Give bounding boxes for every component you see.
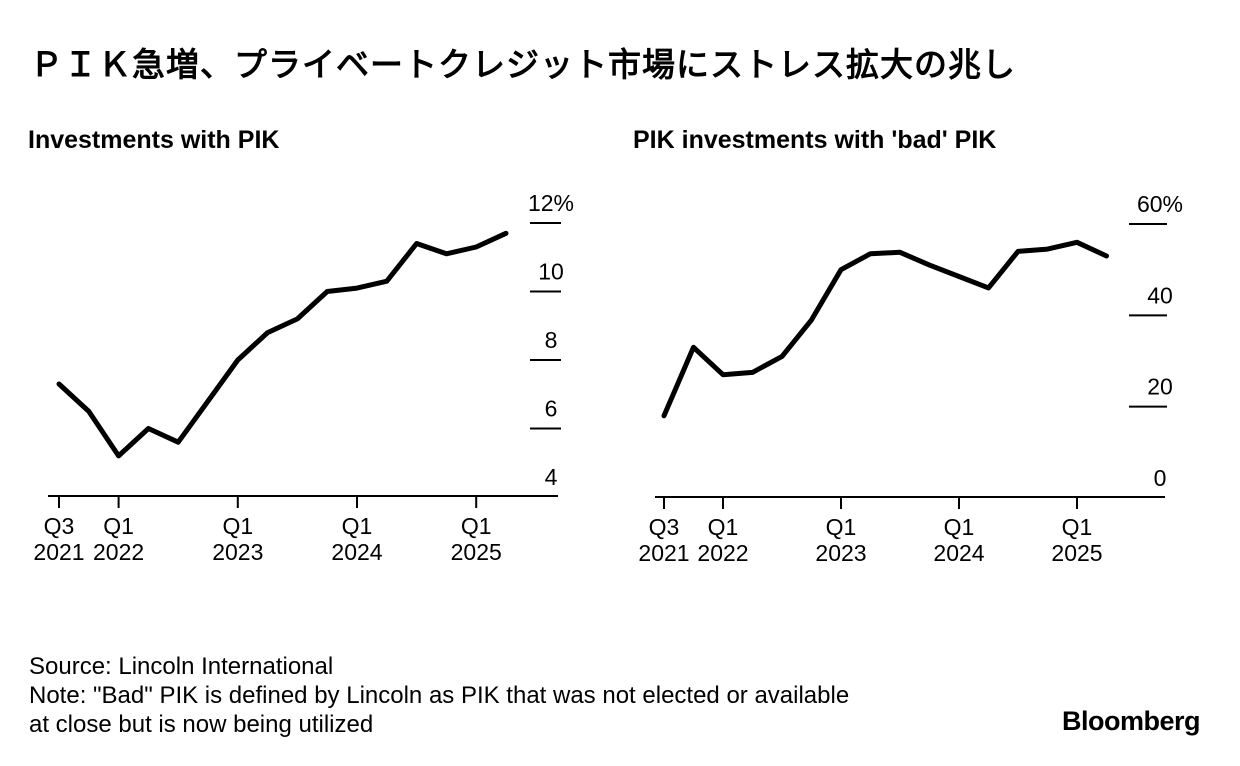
left-x-tick-label-0-line2: 2021 bbox=[33, 539, 84, 565]
source-note: Source: Lincoln International bbox=[29, 653, 334, 680]
right-y-tick-label-2: 20 bbox=[1147, 374, 1173, 400]
left-x-tick-label-1-line1: Q1 bbox=[103, 513, 134, 539]
right-x-tick-label-2-line1: Q1 bbox=[826, 514, 857, 540]
left-x-tick-label-0-line1: Q3 bbox=[44, 513, 75, 539]
left-x-tick-label-1-line2: 2022 bbox=[93, 539, 144, 565]
left-x-tick-label-3-line1: Q1 bbox=[342, 513, 373, 539]
chart-title-left: Investments with PIK bbox=[28, 126, 280, 154]
right-x-tick-label-4-line2: 2025 bbox=[1051, 540, 1102, 566]
bloomberg-logo: Bloomberg bbox=[1061, 706, 1201, 736]
left-y-tick-label-0: 12% bbox=[528, 190, 574, 216]
right-y-tick-label-1: 40 bbox=[1147, 282, 1173, 308]
left-x-tick-label-3-line2: 2024 bbox=[331, 539, 382, 565]
left-y-tick-label-3: 6 bbox=[545, 396, 558, 422]
right-x-tick-label-1-line1: Q1 bbox=[708, 514, 739, 540]
right-x-tick-label-2-line2: 2023 bbox=[815, 540, 866, 566]
footer: Source: Lincoln International Note: "Bad… bbox=[29, 652, 849, 739]
definition-note-line1: Note: "Bad" PIK is defined by Lincoln as… bbox=[29, 682, 850, 709]
left-y-tick-label-2: 8 bbox=[545, 327, 558, 353]
left-y-tick-label-1: 10 bbox=[538, 259, 564, 285]
page-title: ＰＩＫ急増、プライベートクレジット市場にストレス拡大の兆し bbox=[30, 45, 1016, 84]
right-x-tick-label-0-line2: 2021 bbox=[638, 540, 689, 566]
right-y-tick-label-0: 60% bbox=[1137, 191, 1183, 217]
left-x-tick-label-2-line1: Q1 bbox=[222, 513, 253, 539]
right-y-tick-label-3: 0 bbox=[1154, 465, 1167, 491]
right-x-tick-label-1-line2: 2022 bbox=[697, 540, 748, 566]
right-x-tick-label-3-line2: 2024 bbox=[933, 540, 984, 566]
left-x-tick-label-4-line2: 2025 bbox=[451, 539, 502, 565]
right-x-tick-label-0-line1: Q3 bbox=[649, 514, 680, 540]
left-x-tick-label-2-line2: 2023 bbox=[212, 539, 263, 565]
left-x-tick-label-4-line1: Q1 bbox=[461, 513, 492, 539]
right-x-tick-label-3-line1: Q1 bbox=[944, 514, 975, 540]
left-series-line-0 bbox=[56, 230, 509, 459]
definition-note-line2: at close but is now being utilized bbox=[29, 711, 374, 738]
chart-title-right: PIK investments with 'bad' PIK bbox=[633, 126, 997, 154]
right-x-tick-label-4-line1: Q1 bbox=[1062, 514, 1093, 540]
left-y-tick-label-4: 4 bbox=[545, 464, 558, 490]
right-series-line-0 bbox=[661, 239, 1109, 419]
